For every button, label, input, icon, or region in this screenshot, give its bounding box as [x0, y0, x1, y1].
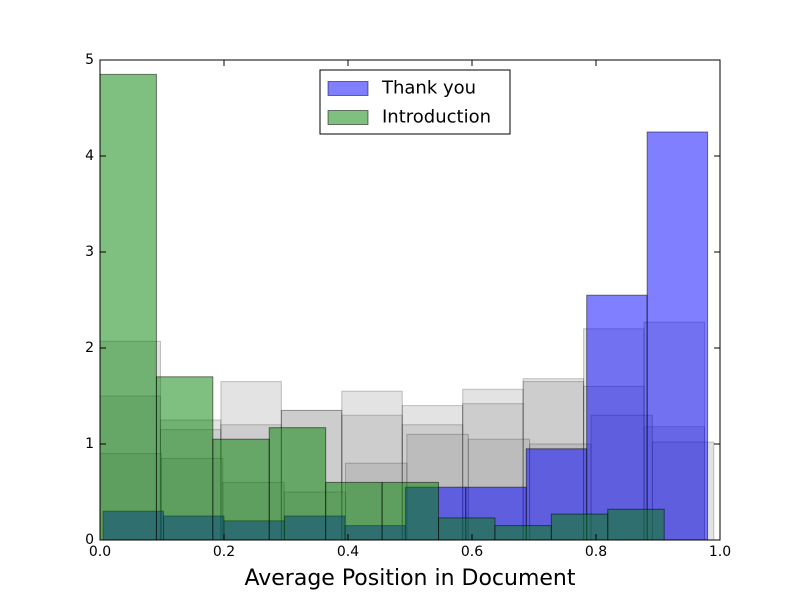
x-tick-label: 0.0: [89, 544, 111, 560]
y-tick-label: 2: [85, 340, 94, 356]
histogram-bar: [550, 513, 609, 541]
histogram-bar: [438, 517, 496, 541]
legend-swatch: [327, 81, 369, 96]
legend-label: Thank you: [381, 78, 476, 99]
x-tick-label: 0.6: [461, 544, 483, 560]
histogram-bar: [99, 73, 157, 541]
histogram-bar: [494, 525, 552, 541]
histogram-bar: [155, 376, 214, 541]
y-tick-label: 1: [85, 436, 94, 452]
plot-frame: [99, 59, 721, 541]
x-tick-label: 1.0: [709, 544, 731, 560]
legend-swatch: [327, 110, 369, 125]
histogram-bar: [607, 508, 665, 541]
y-tick-label: 3: [85, 244, 94, 260]
x-tick-label: 0.2: [213, 544, 235, 560]
y-tick-label: 0: [85, 532, 94, 548]
histogram-bar: [325, 481, 383, 541]
x-tick-label: 0.4: [337, 544, 359, 560]
histogram-bar: [381, 481, 440, 541]
y-tick-label: 4: [85, 148, 94, 164]
legend-label: Introduction: [382, 107, 491, 128]
histogram-bar: [268, 427, 327, 541]
histogram-bar: [646, 131, 709, 541]
histogram-bar: [212, 438, 270, 541]
histogram-bar: [586, 294, 648, 541]
x-tick-label: 0.8: [585, 544, 607, 560]
x-axis-label: Average Position in Document: [244, 566, 575, 591]
y-tick-label: 5: [85, 52, 94, 68]
legend: Thank you Introduction: [319, 69, 511, 135]
